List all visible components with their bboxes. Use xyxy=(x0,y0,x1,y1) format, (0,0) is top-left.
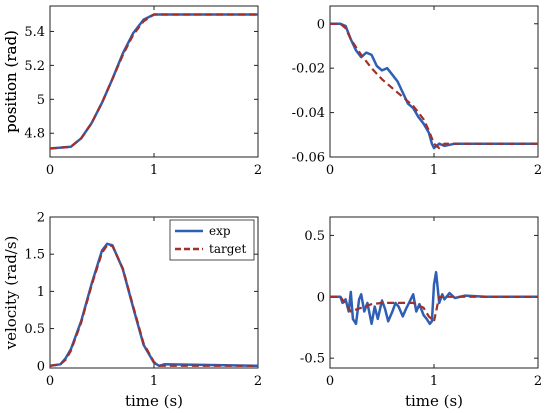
series-line-target xyxy=(330,22,538,150)
x-tick-label: 0 xyxy=(46,374,54,389)
x-tick-label: 0 xyxy=(326,163,334,178)
x-axis-label: time (s) xyxy=(125,392,183,410)
legend-label-exp: exp xyxy=(209,224,231,238)
y-tick-label: 0 xyxy=(37,359,45,374)
y-tick-label: -0.04 xyxy=(292,106,325,121)
x-tick-label: 0 xyxy=(326,374,334,389)
legend-box xyxy=(169,219,255,261)
y-tick-label: 1.5 xyxy=(24,248,45,263)
chart-panel-3: 0 1 2 0 0.5 1 1.5 2 velocity (rad/s) time (s) exp t… xyxy=(2,211,262,411)
chart-panel-2: 0 1 2 0 -0.02 -0.04 -0.06 position (rad) xyxy=(2,5,542,178)
series-line-exp xyxy=(330,22,538,150)
x-tick-label: 2 xyxy=(534,163,542,178)
y-tick-label: -0.5 xyxy=(300,352,325,367)
y-tick-label: 0 xyxy=(317,17,325,32)
chart-panel-1: 0 1 2 4.8 5 5.2 5.4 position (rad) xyxy=(2,5,262,178)
y-tick-label: -0.06 xyxy=(292,151,325,166)
y-tick-label: 5.4 xyxy=(24,25,45,40)
series-line-exp xyxy=(50,13,258,150)
y-tick-label: 5 xyxy=(37,93,45,108)
y-tick-label: 0.5 xyxy=(24,322,45,337)
series-line-target xyxy=(330,295,538,323)
y-tick-label: 4.8 xyxy=(24,127,45,142)
series-line-exp xyxy=(330,270,538,326)
x-tick-label: 2 xyxy=(254,374,262,389)
y-axis-label: velocity (rad/s) xyxy=(2,236,20,351)
x-tick-label: 1 xyxy=(430,374,438,389)
y-tick-label: 1 xyxy=(37,285,45,300)
x-tick-label: 2 xyxy=(254,163,262,178)
y-tick-label: 0 xyxy=(317,290,325,305)
x-tick-label: 1 xyxy=(150,163,158,178)
y-tick-label: -0.02 xyxy=(292,62,325,77)
x-axis-label: time (s) xyxy=(405,392,463,410)
series-line-target xyxy=(50,13,258,150)
series-line-exp xyxy=(50,242,258,368)
y-axis-label: position (rad) xyxy=(2,30,20,133)
y-tick-label: 5.2 xyxy=(24,59,45,74)
y-axis-label: position (rad) xyxy=(2,30,20,133)
y-tick-label: 2 xyxy=(37,211,45,226)
x-tick-label: 2 xyxy=(534,374,542,389)
legend: exp target xyxy=(169,219,255,261)
y-tick-label: 0.5 xyxy=(304,229,325,244)
x-tick-label: 1 xyxy=(430,163,438,178)
series-line-target xyxy=(50,244,258,367)
axes-box xyxy=(49,5,259,158)
legend-label-target: target xyxy=(209,242,246,256)
x-tick-label: 1 xyxy=(150,374,158,389)
x-tick-label: 0 xyxy=(46,163,54,178)
axes-box xyxy=(329,5,539,158)
